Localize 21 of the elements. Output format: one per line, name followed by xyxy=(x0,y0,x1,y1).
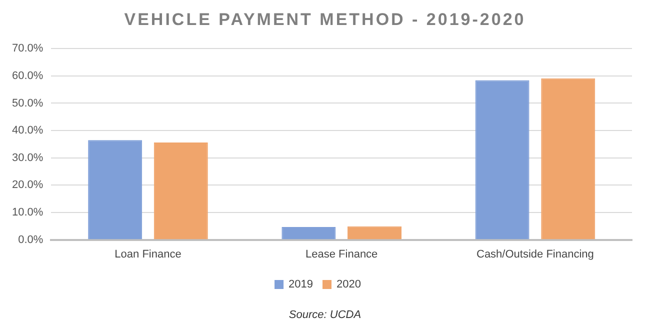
chart-title: VEHICLE PAYMENT METHOD - 2019-2020 xyxy=(123,9,527,31)
y-tick-label: 0.0% xyxy=(18,234,44,246)
x-tick-label: Loan Finance xyxy=(114,248,182,260)
bar xyxy=(348,226,402,240)
bar xyxy=(282,226,336,240)
y-tick-label: 60.0% xyxy=(12,70,44,82)
legend-label: 2019 xyxy=(288,278,314,291)
y-tick-label: 70.0% xyxy=(12,42,44,55)
bar xyxy=(475,80,530,240)
y-tick-label: 50.0% xyxy=(12,97,44,110)
y-tick-label: 40.0% xyxy=(12,124,44,137)
source-note: Source: UCDA xyxy=(288,309,362,321)
y-tick-label: 30.0% xyxy=(12,152,44,164)
y-tick-label: 20.0% xyxy=(12,179,44,192)
x-tick-label: Lease Finance xyxy=(306,248,378,260)
bar xyxy=(541,78,596,240)
bar xyxy=(154,142,208,240)
bar xyxy=(88,140,142,240)
y-tick-label: 10.0% xyxy=(12,206,44,219)
x-tick-label: Cash/Outside Financing xyxy=(476,248,594,260)
legend-label: 2020 xyxy=(336,278,361,291)
